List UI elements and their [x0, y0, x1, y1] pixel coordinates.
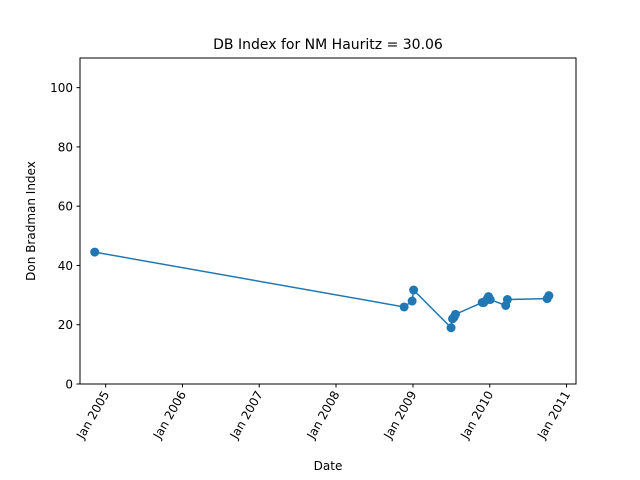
y-axis: 0 20 40 60 80 100 [50, 81, 80, 392]
y-tick-label: 20 [58, 318, 73, 332]
y-tick-label: 0 [65, 378, 73, 392]
data-point [450, 309, 460, 319]
x-axis-title: Date [314, 459, 343, 473]
data-point [409, 285, 419, 295]
y-axis-title: Don Bradman Index [24, 161, 38, 281]
data-point [90, 247, 100, 257]
axes-frame [79, 57, 577, 385]
data-point [446, 323, 456, 333]
chart-title: DB Index for NM Hauritz = 30.06 [213, 37, 443, 53]
y-tick-label: 80 [58, 140, 73, 154]
data-point [485, 295, 495, 305]
y-tick-label: 60 [58, 200, 73, 214]
y-tick-label: 100 [50, 81, 73, 95]
data-series [90, 247, 554, 333]
data-point [407, 296, 417, 306]
y-tick-label: 40 [58, 259, 73, 273]
data-point [544, 291, 554, 301]
data-point [502, 295, 512, 305]
data-point [399, 302, 409, 312]
